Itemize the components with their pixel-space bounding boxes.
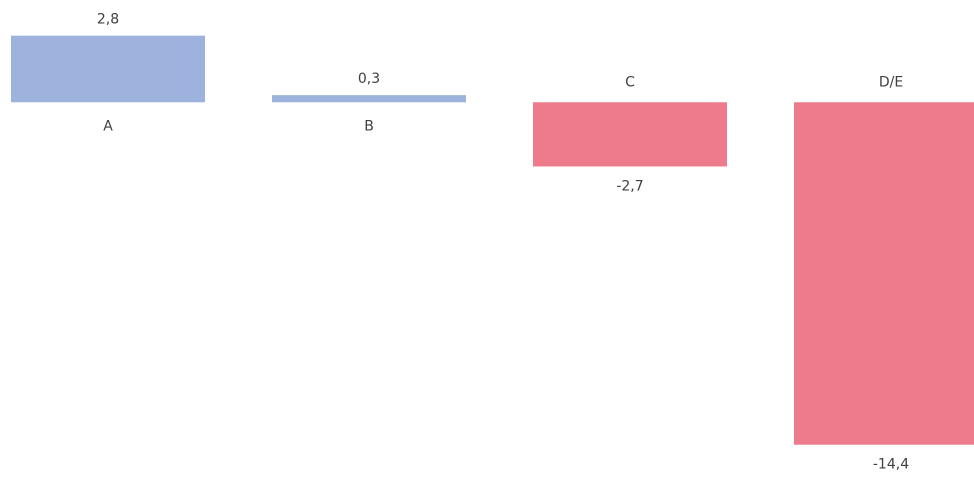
category-label: A (103, 118, 113, 134)
value-label: 0,3 (358, 71, 380, 87)
bar (272, 95, 466, 103)
value-label: -2,7 (616, 178, 643, 194)
value-label: -14,4 (873, 457, 909, 473)
bar (533, 102, 727, 167)
category-label: C (625, 74, 635, 90)
bar (794, 102, 974, 445)
value-label: 2,8 (97, 12, 119, 28)
category-label: B (364, 118, 374, 134)
category-label: D/E (879, 74, 903, 90)
bar (11, 35, 205, 103)
